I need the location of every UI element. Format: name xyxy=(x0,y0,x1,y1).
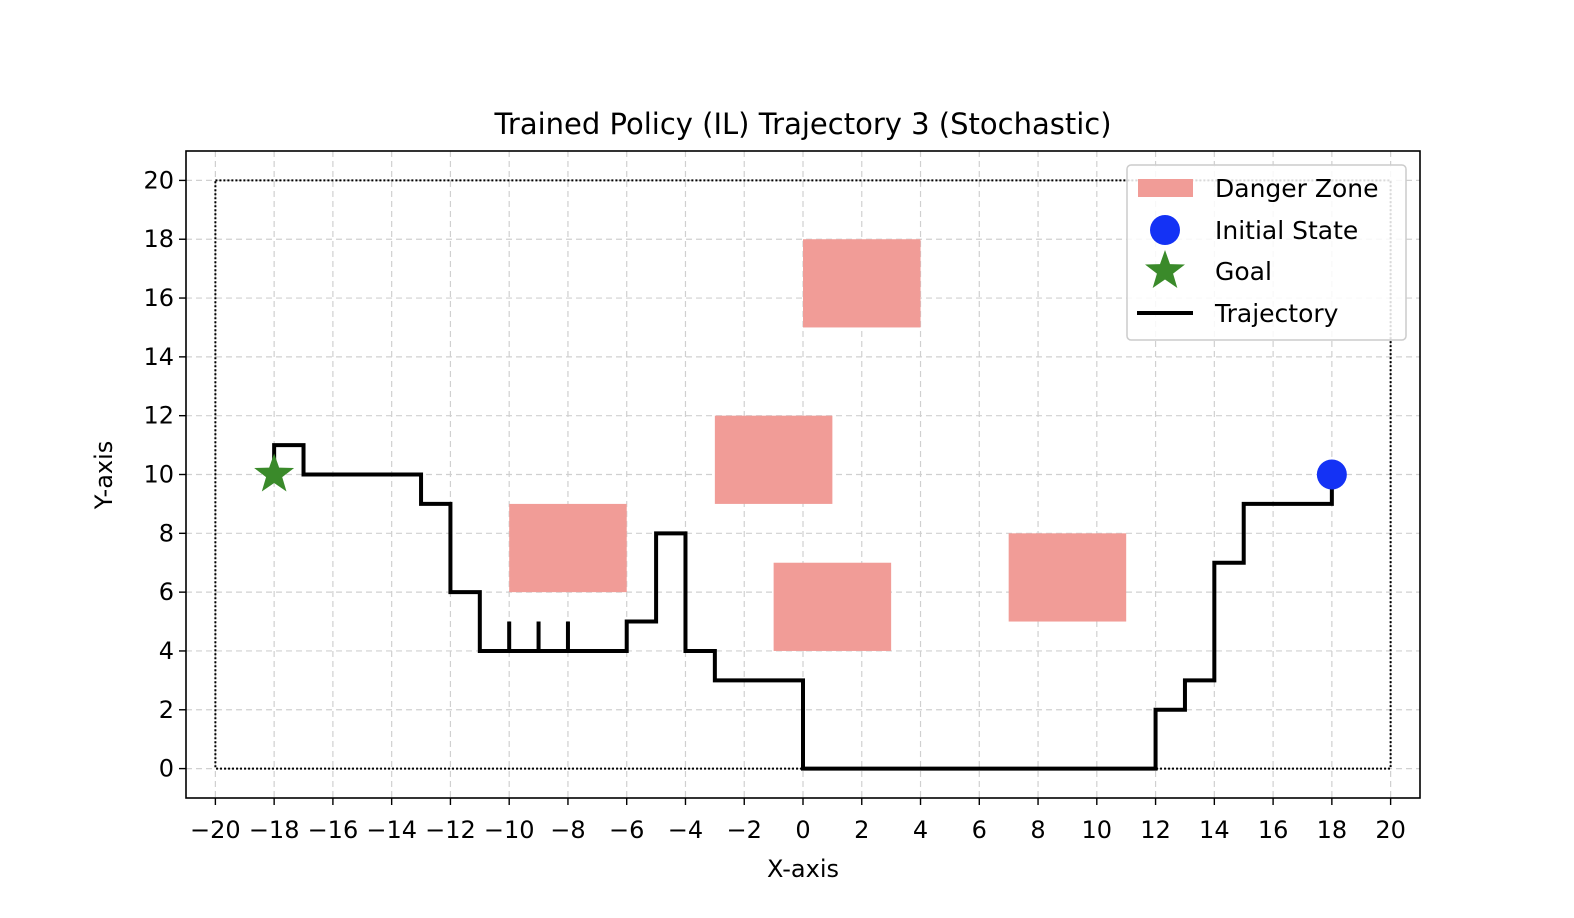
legend: Danger Zone Initial State Goal Trajectory xyxy=(1126,164,1407,341)
x-tick-label: −20 xyxy=(190,816,241,844)
trajectory-line xyxy=(272,443,1334,771)
x-tick-label: 2 xyxy=(854,816,869,844)
x-tick-label: 0 xyxy=(795,816,810,844)
y-tick-label: 14 xyxy=(143,343,174,371)
x-tick-label: 18 xyxy=(1317,816,1348,844)
y-tick-label: 6 xyxy=(159,578,174,606)
x-tick-label: 14 xyxy=(1199,816,1230,844)
x-tick-label: 20 xyxy=(1375,816,1406,844)
y-tick-label: 16 xyxy=(143,284,174,312)
legend-label: Trajectory xyxy=(1214,299,1339,328)
x-tick-label: −16 xyxy=(308,816,359,844)
goal-marker xyxy=(254,453,295,492)
danger-zone xyxy=(509,503,627,593)
x-tick-label: 6 xyxy=(972,816,987,844)
initial-state-marker xyxy=(1316,459,1347,490)
danger-zone xyxy=(773,562,892,651)
y-tick-label: 2 xyxy=(159,696,174,724)
x-tick-label: −12 xyxy=(425,816,476,844)
x-tick-label: −2 xyxy=(727,816,762,844)
x-tick-label: 8 xyxy=(1030,816,1045,844)
y-tick-label: 8 xyxy=(159,519,174,547)
legend-label: Danger Zone xyxy=(1215,174,1379,203)
y-tick-label: 20 xyxy=(143,166,174,194)
x-axis-label: X-axis xyxy=(767,855,839,883)
x-tick-label: −10 xyxy=(484,816,535,844)
x-tick-label: −18 xyxy=(249,816,300,844)
x-tick-label: −14 xyxy=(366,816,417,844)
legend-goal-swatch xyxy=(1145,250,1185,288)
x-tick-label: −6 xyxy=(609,816,644,844)
x-tick-label: −8 xyxy=(550,816,585,844)
legend-danger-zone-swatch xyxy=(1138,179,1193,197)
y-axis-label: Y-axis xyxy=(90,441,118,511)
chart-title: Trained Policy (IL) Trajectory 3 (Stocha… xyxy=(493,107,1111,141)
danger-zone xyxy=(1008,533,1127,622)
legend-initial-state-swatch xyxy=(1150,215,1180,245)
y-tick-label: 0 xyxy=(159,755,174,783)
x-tick-label: 4 xyxy=(913,816,928,844)
danger-zone xyxy=(714,415,833,504)
x-tick-label: −4 xyxy=(668,816,703,844)
y-tick-label: 10 xyxy=(143,461,174,489)
environment-boundary xyxy=(214,179,1392,770)
y-tick-label: 12 xyxy=(143,402,174,430)
x-tick-label: 10 xyxy=(1082,816,1113,844)
x-tick-label: 16 xyxy=(1258,816,1289,844)
x-tick-label: 12 xyxy=(1140,816,1171,844)
legend-box xyxy=(1126,164,1407,341)
y-tick-label: 18 xyxy=(143,225,174,253)
y-tick-label: 4 xyxy=(159,637,174,665)
danger-zone xyxy=(803,239,921,328)
legend-label: Initial State xyxy=(1215,216,1358,245)
legend-label: Goal xyxy=(1215,257,1272,286)
